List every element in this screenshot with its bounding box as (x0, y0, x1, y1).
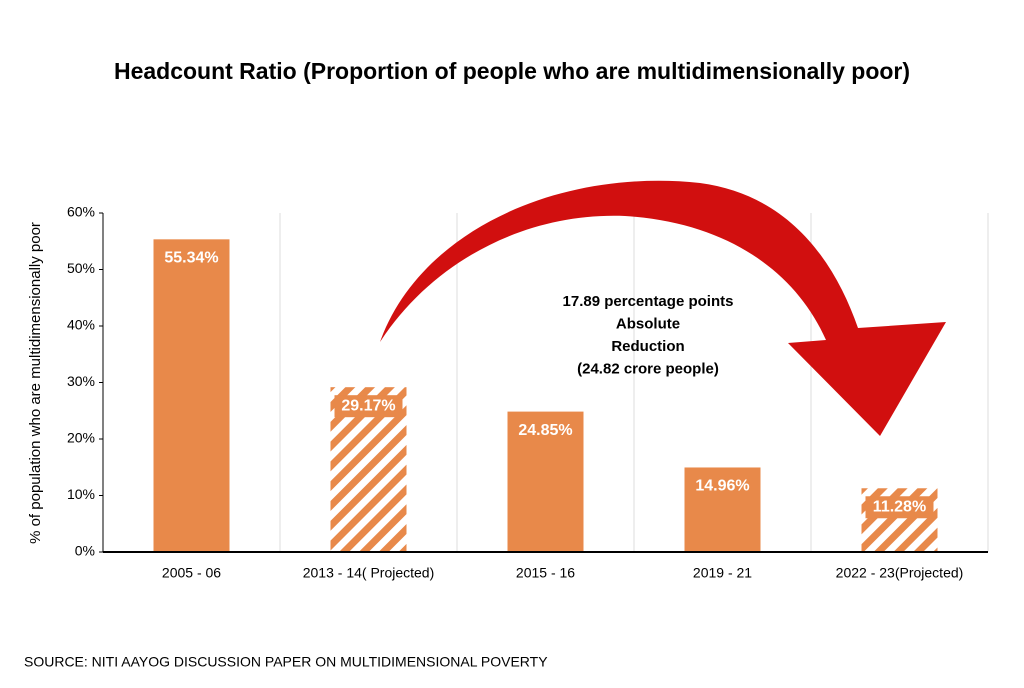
annotation-line: 17.89 percentage points (563, 293, 734, 310)
y-tick-label: 50% (67, 260, 95, 276)
value-label: 29.17% (341, 397, 395, 414)
y-tick-label: 20% (67, 430, 95, 446)
x-tick-label: 2022 - 23(Projected) (836, 565, 964, 581)
y-tick-label: 40% (67, 317, 95, 333)
x-tick-label: 2013 - 14( Projected) (303, 565, 435, 581)
reduction-arrow (380, 180, 946, 436)
annotation-line: Reduction (611, 338, 684, 355)
y-tick-label: 60% (67, 204, 95, 220)
label-bg (865, 496, 934, 519)
plot-area: 0% 10% 20% 30% 40% 50% 60% 55.34% 2005 - 06 29.17… (67, 204, 989, 581)
y-tick-label: 0% (75, 543, 95, 559)
value-label: 24.85% (518, 422, 572, 439)
chart-title: Headcount Ratio (Proportion of people wh… (114, 58, 910, 84)
x-tick-label: 2005 - 06 (162, 565, 221, 581)
x-tick-label: 2015 - 16 (516, 565, 575, 581)
value-label: 55.34% (164, 250, 218, 267)
annotation-line: (24.82 crore people) (577, 360, 719, 377)
y-tick-label: 30% (67, 373, 95, 389)
source: SOURCE: NITI AAYOG DISCUSSION PAPER ON M… (24, 654, 548, 670)
x-tick-label: 2019 - 21 (693, 565, 752, 581)
value-label: 11.28% (873, 498, 926, 515)
y-axis-title: % of population who are multidimensional… (27, 222, 44, 544)
annotation: 17.89 percentage points Absolute Reduction… (563, 293, 734, 378)
bar (684, 467, 761, 552)
value-label: 14.96% (695, 478, 749, 495)
bar (507, 411, 584, 552)
y-tick-label: 10% (67, 486, 95, 502)
annotation-line: Absolute (616, 315, 680, 332)
bar (153, 239, 230, 553)
label-bg (334, 395, 403, 418)
